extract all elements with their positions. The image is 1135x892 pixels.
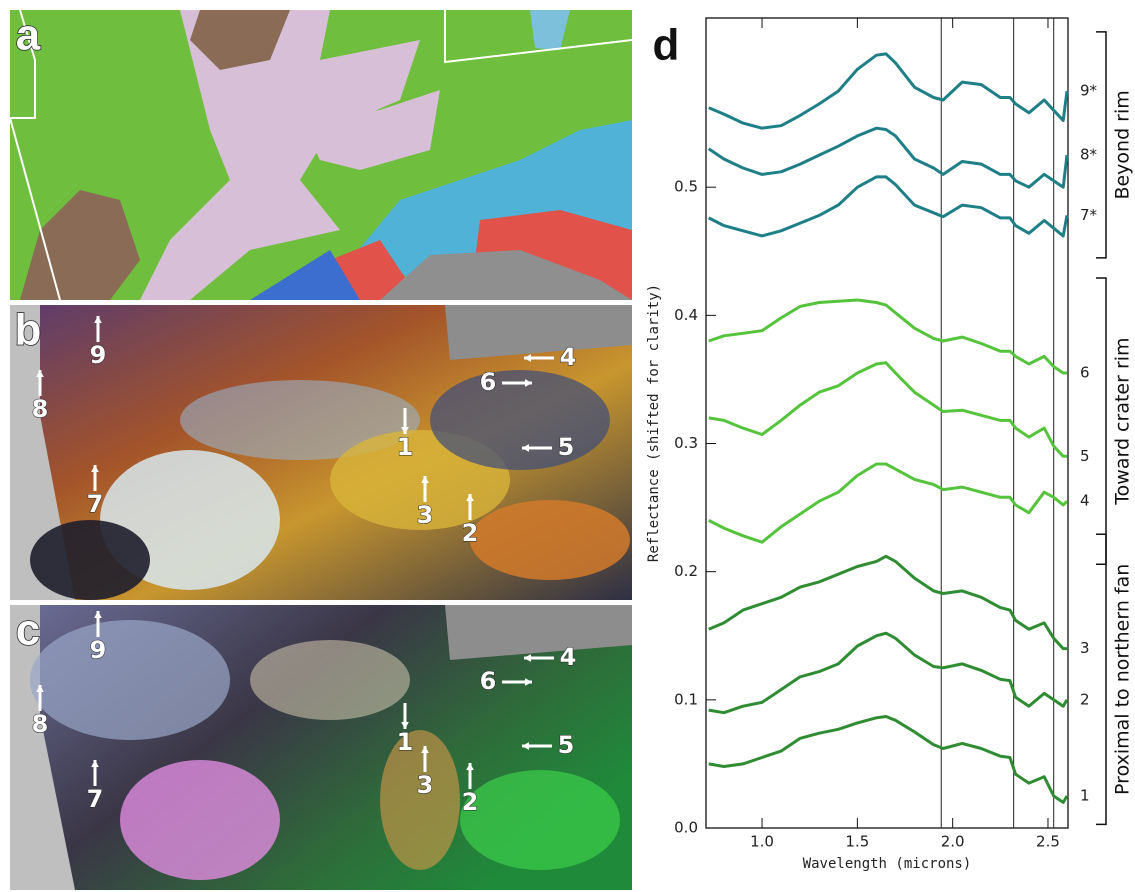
y-tick-label: 0.0 — [674, 819, 698, 837]
plot-frame — [705, 17, 1069, 829]
arrow-label: 8 — [32, 710, 49, 738]
arrow-head — [421, 746, 429, 754]
series-label: 8* — [1080, 146, 1098, 164]
arrow-label: 5 — [558, 433, 575, 461]
arrow-head — [524, 379, 532, 387]
y-tick-label: 0.5 — [674, 178, 698, 196]
arrow-head — [94, 611, 102, 619]
panel-letter: c — [16, 606, 40, 655]
y-axis-label: Reflectance (shifted for clarity) — [646, 284, 662, 562]
x-tick-label: 1.0 — [750, 833, 774, 851]
panel-letter: a — [16, 11, 41, 60]
arrow-head — [522, 444, 530, 452]
group-label: Toward crater rim — [1112, 337, 1134, 505]
arrow-label: 3 — [417, 501, 434, 529]
arrow-head — [94, 316, 102, 324]
arrow-label: 5 — [558, 731, 575, 759]
arrow-label: 7 — [87, 785, 104, 813]
arrow-head — [401, 426, 409, 434]
y-tick-label: 0.1 — [674, 690, 698, 708]
arrow-label: 2 — [462, 519, 479, 547]
spectrum-line — [708, 715, 1069, 804]
series-label: 2 — [1080, 690, 1090, 708]
group-bracket — [1096, 277, 1107, 565]
series-label: 5 — [1080, 447, 1090, 465]
arrow-head — [91, 760, 99, 768]
arrow-head — [421, 476, 429, 484]
y-tick-label: 0.4 — [674, 306, 698, 324]
arrow-label: 2 — [462, 788, 479, 816]
series-label: 6 — [1080, 364, 1090, 382]
spectrum-line — [707, 126, 1069, 189]
arrow-label: 6 — [480, 368, 497, 396]
series-label: 4 — [1080, 492, 1090, 510]
arrow-head — [401, 721, 409, 729]
series-label: 9* — [1080, 82, 1098, 100]
panel-letter: b — [15, 306, 42, 355]
x-tick-label: 2.5 — [1036, 833, 1060, 851]
arrow-head — [524, 354, 532, 362]
spectrum-line — [708, 554, 1067, 651]
x-tick-label: 2.0 — [941, 833, 965, 851]
arrow-head — [36, 370, 44, 378]
arrow-head — [522, 742, 530, 750]
x-tick-label: 1.5 — [845, 833, 869, 851]
spectrum-line — [708, 462, 1069, 544]
panel-a-image — [9, 9, 633, 301]
spectrum-line — [708, 298, 1067, 375]
arrow-label: 9 — [90, 341, 107, 369]
spectrum-line — [708, 52, 1069, 130]
spectrum-line — [708, 175, 1069, 238]
arrow-label: 8 — [32, 395, 49, 423]
arrow-label: 6 — [480, 667, 497, 695]
arrow-head — [524, 654, 532, 662]
arrow-head — [91, 465, 99, 473]
arrow-label: 7 — [87, 490, 104, 518]
arrow-label: 4 — [560, 643, 577, 671]
group-label: Beyond rim — [1112, 90, 1134, 199]
arrow-head — [466, 763, 474, 771]
group-bracket — [1096, 533, 1107, 826]
x-axis-label: Wavelength (microns) — [803, 856, 972, 872]
arrow-label: 4 — [560, 343, 577, 371]
arrow-head — [524, 678, 532, 686]
spectrum-line — [708, 631, 1069, 715]
y-tick-label: 0.3 — [674, 434, 698, 452]
chart-d: d 0.0 0.1 0.2 0.3 0.4 0.5 1.0 1.5 2.0 2.5 Wavelengt… — [646, 17, 1134, 872]
arrow-head — [36, 685, 44, 693]
arrow-label: 1 — [397, 728, 414, 756]
series-label: 1 — [1080, 786, 1090, 804]
arrow-head — [466, 494, 474, 502]
group-label: Proximal to northern fan — [1112, 564, 1134, 795]
panel-letter: d — [653, 21, 680, 70]
series-label: 7* — [1080, 206, 1098, 224]
arrow-label: 9 — [90, 636, 107, 664]
series-label: 3 — [1080, 639, 1090, 657]
y-tick-label: 0.2 — [674, 562, 698, 580]
panel-b-image — [10, 305, 632, 600]
group-bracket — [1096, 31, 1107, 259]
spectrum-line — [708, 361, 1067, 458]
arrow-label: 3 — [417, 771, 434, 799]
arrow-label: 1 — [397, 433, 414, 461]
